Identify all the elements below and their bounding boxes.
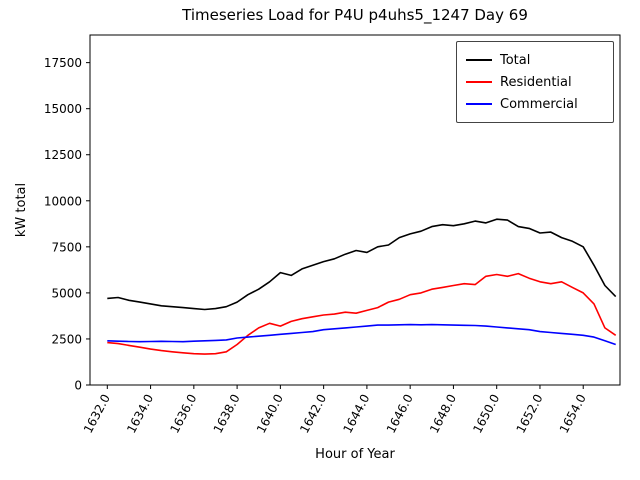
y-tick-label: 12500 xyxy=(44,148,82,162)
plot-area-border xyxy=(89,34,621,386)
x-tick-label: 1636.0 xyxy=(167,392,199,436)
x-tick-label: 1640.0 xyxy=(254,392,286,436)
x-tick-label: 1644.0 xyxy=(340,392,372,436)
y-tick-label: 0 xyxy=(74,379,82,393)
x-tick-label: 1654.0 xyxy=(557,392,589,436)
x-tick-label: 1638.0 xyxy=(211,392,243,436)
legend: Total Residential Commercial xyxy=(456,41,614,123)
residential-line-swatch xyxy=(466,81,492,83)
chart-title: Timeseries Load for P4U p4uhs5_1247 Day … xyxy=(181,6,528,25)
x-tick-label: 1634.0 xyxy=(124,392,156,436)
series-line-total xyxy=(107,218,617,311)
series-lines xyxy=(107,218,617,355)
x-tick-label: 1648.0 xyxy=(427,392,459,436)
x-tick-label: 1646.0 xyxy=(384,392,416,436)
series-line-residential xyxy=(107,272,617,355)
y-tick-label: 17500 xyxy=(44,56,82,70)
y-tick-label: 15000 xyxy=(44,102,82,116)
legend-label-residential: Residential xyxy=(500,74,572,90)
y-tick-label: 10000 xyxy=(44,194,82,208)
legend-label-total: Total xyxy=(500,52,531,68)
y-axis-ticks: 0 2500 5000 7500 10000 12500 15000 17500 xyxy=(44,56,90,393)
legend-item-commercial: Commercial xyxy=(466,93,604,115)
y-axis-label: kW total xyxy=(14,183,29,237)
y-tick-label: 5000 xyxy=(51,286,82,300)
x-tick-label: 1632.0 xyxy=(81,392,113,436)
y-tick-label: 2500 xyxy=(51,332,82,346)
x-axis-ticks: 1632.0 1634.0 1636.0 1638.0 1640.0 1642.0 1644… xyxy=(81,385,589,435)
legend-item-total: Total xyxy=(466,49,604,71)
series-line-commercial xyxy=(107,323,616,346)
commercial-line-swatch xyxy=(466,103,492,105)
x-tick-label: 1642.0 xyxy=(297,392,329,436)
legend-item-residential: Residential xyxy=(466,71,604,93)
x-tick-label: 1650.0 xyxy=(470,392,502,436)
x-tick-label: 1652.0 xyxy=(514,392,546,436)
legend-label-commercial: Commercial xyxy=(500,96,578,112)
y-tick-label: 7500 xyxy=(51,240,82,254)
total-line-swatch xyxy=(466,59,492,61)
x-axis-label: Hour of Year xyxy=(315,447,395,462)
